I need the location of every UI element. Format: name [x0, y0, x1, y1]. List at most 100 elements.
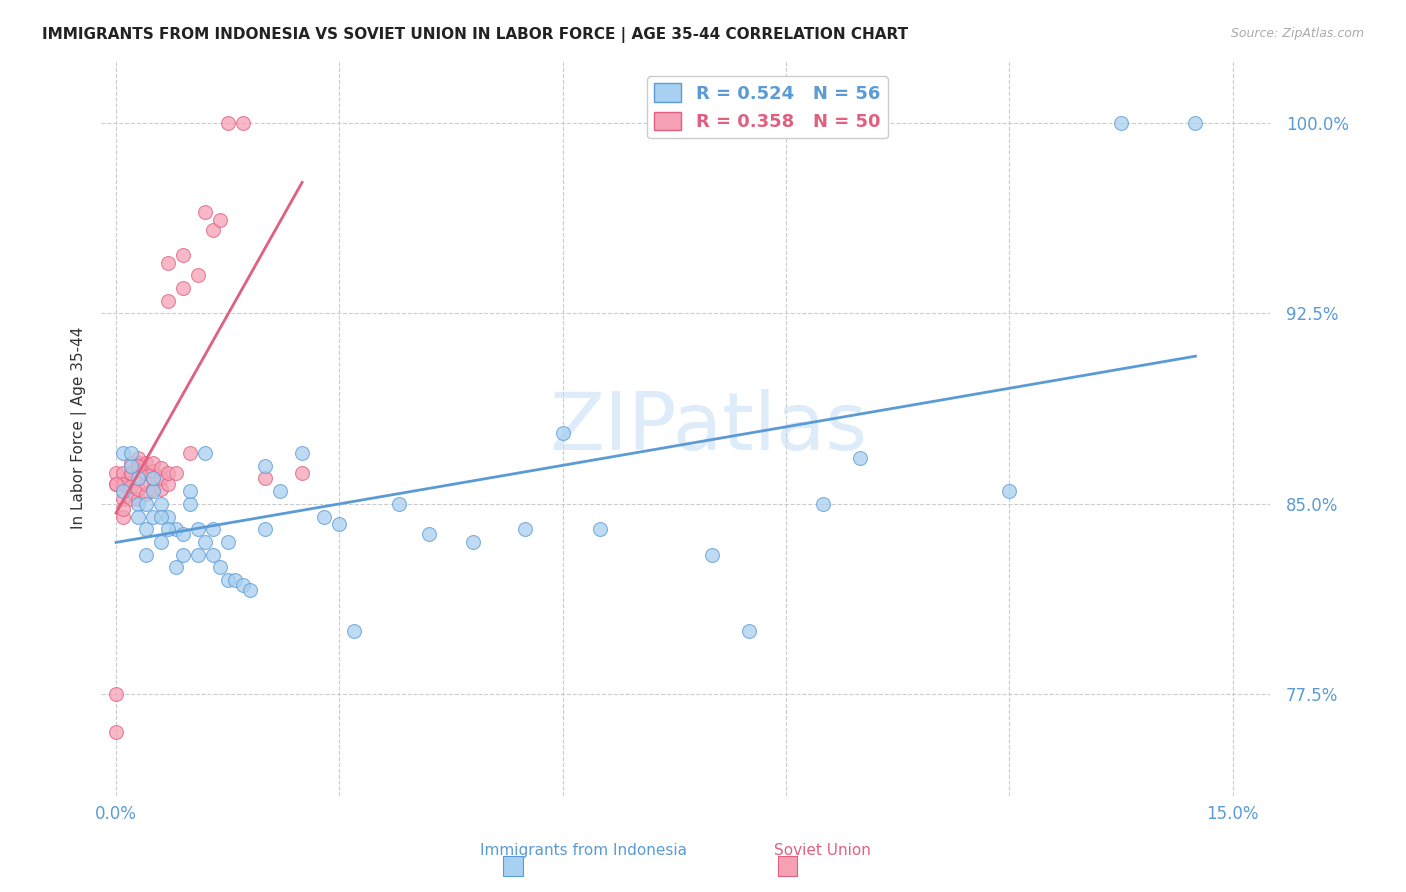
Immigrants from Indonesia	[157, 509, 180, 524]
Text: Soviet Union: Soviet Union	[775, 843, 870, 858]
Immigrants from Indonesia	[172, 527, 194, 541]
Soviet Union	[105, 467, 128, 481]
Immigrants from Indonesia	[1109, 116, 1132, 130]
Immigrants from Indonesia	[343, 624, 366, 638]
Immigrants from Indonesia	[172, 548, 194, 562]
Soviet Union	[253, 471, 276, 485]
Immigrants from Indonesia	[269, 484, 291, 499]
Soviet Union	[157, 467, 180, 481]
Immigrants from Indonesia	[142, 509, 165, 524]
Immigrants from Indonesia	[112, 446, 135, 460]
Immigrants from Indonesia	[201, 522, 224, 536]
Text: Source: ZipAtlas.com: Source: ZipAtlas.com	[1230, 27, 1364, 40]
Soviet Union	[120, 467, 142, 481]
Immigrants from Indonesia	[224, 573, 246, 587]
Immigrants from Indonesia	[127, 509, 149, 524]
Soviet Union	[172, 248, 194, 262]
Soviet Union	[187, 268, 209, 283]
Immigrants from Indonesia	[135, 548, 157, 562]
Soviet Union	[120, 479, 142, 493]
Soviet Union	[135, 467, 157, 481]
Immigrants from Indonesia	[418, 527, 440, 541]
Immigrants from Indonesia	[253, 522, 276, 536]
Soviet Union	[105, 476, 128, 491]
Immigrants from Indonesia	[179, 497, 201, 511]
Immigrants from Indonesia	[1184, 116, 1206, 130]
Immigrants from Indonesia	[142, 484, 165, 499]
Immigrants from Indonesia	[232, 578, 254, 592]
Immigrants from Indonesia	[253, 458, 276, 473]
Soviet Union	[112, 467, 135, 481]
Text: IMMIGRANTS FROM INDONESIA VS SOVIET UNION IN LABOR FORCE | AGE 35-44 CORRELATION: IMMIGRANTS FROM INDONESIA VS SOVIET UNIO…	[42, 27, 908, 43]
Immigrants from Indonesia	[998, 484, 1021, 499]
Soviet Union	[142, 456, 165, 470]
Immigrants from Indonesia	[120, 458, 142, 473]
Soviet Union	[165, 467, 187, 481]
Soviet Union	[112, 476, 135, 491]
Immigrants from Indonesia	[165, 522, 187, 536]
Immigrants from Indonesia	[165, 560, 187, 574]
Soviet Union	[112, 476, 135, 491]
Immigrants from Indonesia	[135, 522, 157, 536]
Soviet Union	[142, 482, 165, 496]
Immigrants from Indonesia	[589, 522, 612, 536]
Soviet Union	[135, 476, 157, 491]
Soviet Union	[135, 486, 157, 500]
Soviet Union	[232, 116, 254, 130]
Immigrants from Indonesia	[217, 573, 239, 587]
Soviet Union	[112, 509, 135, 524]
Soviet Union	[120, 467, 142, 481]
Soviet Union	[172, 281, 194, 295]
Y-axis label: In Labor Force | Age 35-44: In Labor Force | Age 35-44	[72, 326, 87, 529]
Immigrants from Indonesia	[112, 484, 135, 499]
Soviet Union	[142, 464, 165, 478]
Soviet Union	[157, 476, 180, 491]
Immigrants from Indonesia	[700, 548, 723, 562]
Text: Immigrants from Indonesia: Immigrants from Indonesia	[479, 843, 688, 858]
Immigrants from Indonesia	[551, 425, 574, 440]
Soviet Union	[201, 222, 224, 236]
Immigrants from Indonesia	[291, 446, 314, 460]
Soviet Union	[149, 461, 172, 475]
Immigrants from Indonesia	[194, 535, 217, 549]
Immigrants from Indonesia	[388, 497, 411, 511]
Soviet Union	[112, 502, 135, 516]
Soviet Union	[142, 471, 165, 485]
Immigrants from Indonesia	[127, 497, 149, 511]
Soviet Union	[127, 456, 149, 470]
Immigrants from Indonesia	[120, 446, 142, 460]
Soviet Union	[127, 464, 149, 478]
Soviet Union	[105, 725, 128, 739]
Soviet Union	[157, 255, 180, 269]
Immigrants from Indonesia	[127, 471, 149, 485]
Soviet Union	[179, 446, 201, 460]
Immigrants from Indonesia	[187, 548, 209, 562]
Immigrants from Indonesia	[187, 522, 209, 536]
Soviet Union	[291, 467, 314, 481]
Immigrants from Indonesia	[201, 548, 224, 562]
Immigrants from Indonesia	[149, 535, 172, 549]
Immigrants from Indonesia	[209, 560, 232, 574]
Immigrants from Indonesia	[239, 583, 262, 598]
Soviet Union	[149, 482, 172, 496]
Soviet Union	[149, 471, 172, 485]
Soviet Union	[105, 687, 128, 701]
Immigrants from Indonesia	[515, 522, 537, 536]
Immigrants from Indonesia	[149, 509, 172, 524]
Immigrants from Indonesia	[194, 446, 217, 460]
Soviet Union	[120, 456, 142, 470]
Soviet Union	[194, 205, 217, 219]
Soviet Union	[157, 293, 180, 308]
Immigrants from Indonesia	[463, 535, 485, 549]
Soviet Union	[127, 482, 149, 496]
Soviet Union	[127, 458, 149, 473]
Soviet Union	[209, 212, 232, 227]
Soviet Union	[112, 491, 135, 506]
Immigrants from Indonesia	[849, 451, 872, 466]
Soviet Union	[135, 456, 157, 470]
Immigrants from Indonesia	[135, 497, 157, 511]
Immigrants from Indonesia	[142, 471, 165, 485]
Legend: R = 0.524   N = 56, R = 0.358   N = 50: R = 0.524 N = 56, R = 0.358 N = 50	[647, 76, 887, 138]
Soviet Union	[105, 476, 128, 491]
Soviet Union	[127, 451, 149, 466]
